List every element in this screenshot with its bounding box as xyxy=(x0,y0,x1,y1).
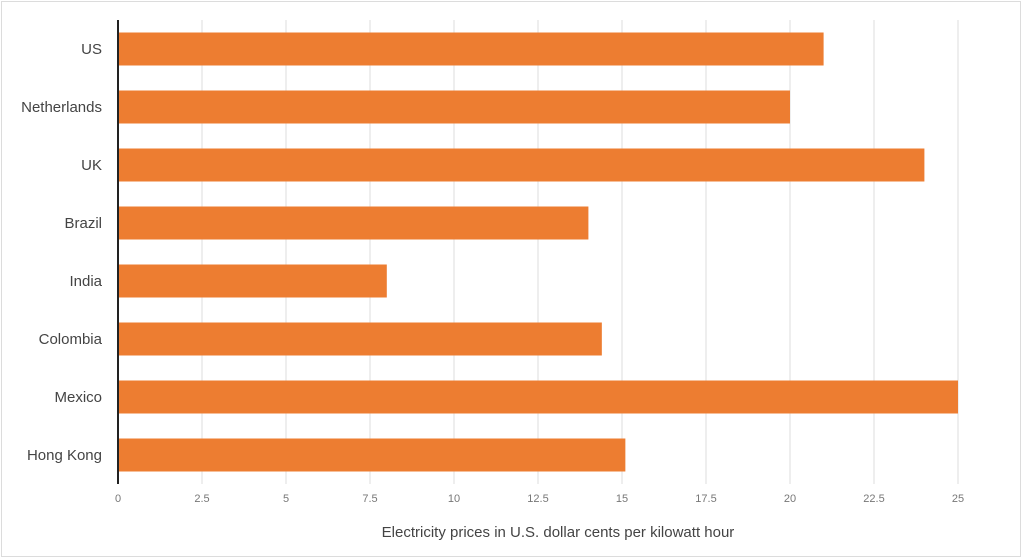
x-tick-label: 2.5 xyxy=(194,493,209,505)
bar-us xyxy=(118,32,824,66)
x-tick-label: 22.5 xyxy=(863,493,884,505)
tick-labels: 0 2.5 5 7.5 10 12.5 15 17.5 20 22.5 25 xyxy=(115,493,964,505)
x-tick-label: 25 xyxy=(952,493,964,505)
x-axis-title: Electricity prices in U.S. dollar cents … xyxy=(382,524,735,541)
x-tick-label: 0 xyxy=(115,493,121,505)
bar-mexico xyxy=(118,380,958,414)
bar-india xyxy=(118,264,387,298)
bars xyxy=(118,32,958,472)
bar-netherlands xyxy=(118,90,790,124)
category-label: US xyxy=(81,41,102,58)
category-label: Hong Kong xyxy=(27,447,102,464)
x-tick-label: 7.5 xyxy=(362,493,377,505)
category-label: Netherlands xyxy=(21,99,102,116)
grid-lines xyxy=(201,20,959,484)
x-tick-label: 17.5 xyxy=(695,493,716,505)
category-label: Mexico xyxy=(54,389,102,406)
category-label: Brazil xyxy=(64,215,102,232)
bar-colombia xyxy=(118,322,602,356)
x-tick-label: 10 xyxy=(448,493,460,505)
x-tick-label: 15 xyxy=(616,493,628,505)
bar-hong-kong xyxy=(118,438,626,472)
category-labels: US Netherlands UK Brazil India Colombia Mexico… xyxy=(21,41,103,464)
x-tick-label: 12.5 xyxy=(527,493,548,505)
category-label: Colombia xyxy=(39,331,103,348)
category-label: UK xyxy=(81,157,102,174)
x-tick-label: 5 xyxy=(283,493,289,505)
bar-uk xyxy=(118,148,925,182)
bar-brazil xyxy=(118,206,589,240)
x-tick-label: 20 xyxy=(784,493,796,505)
category-label: India xyxy=(69,273,102,290)
